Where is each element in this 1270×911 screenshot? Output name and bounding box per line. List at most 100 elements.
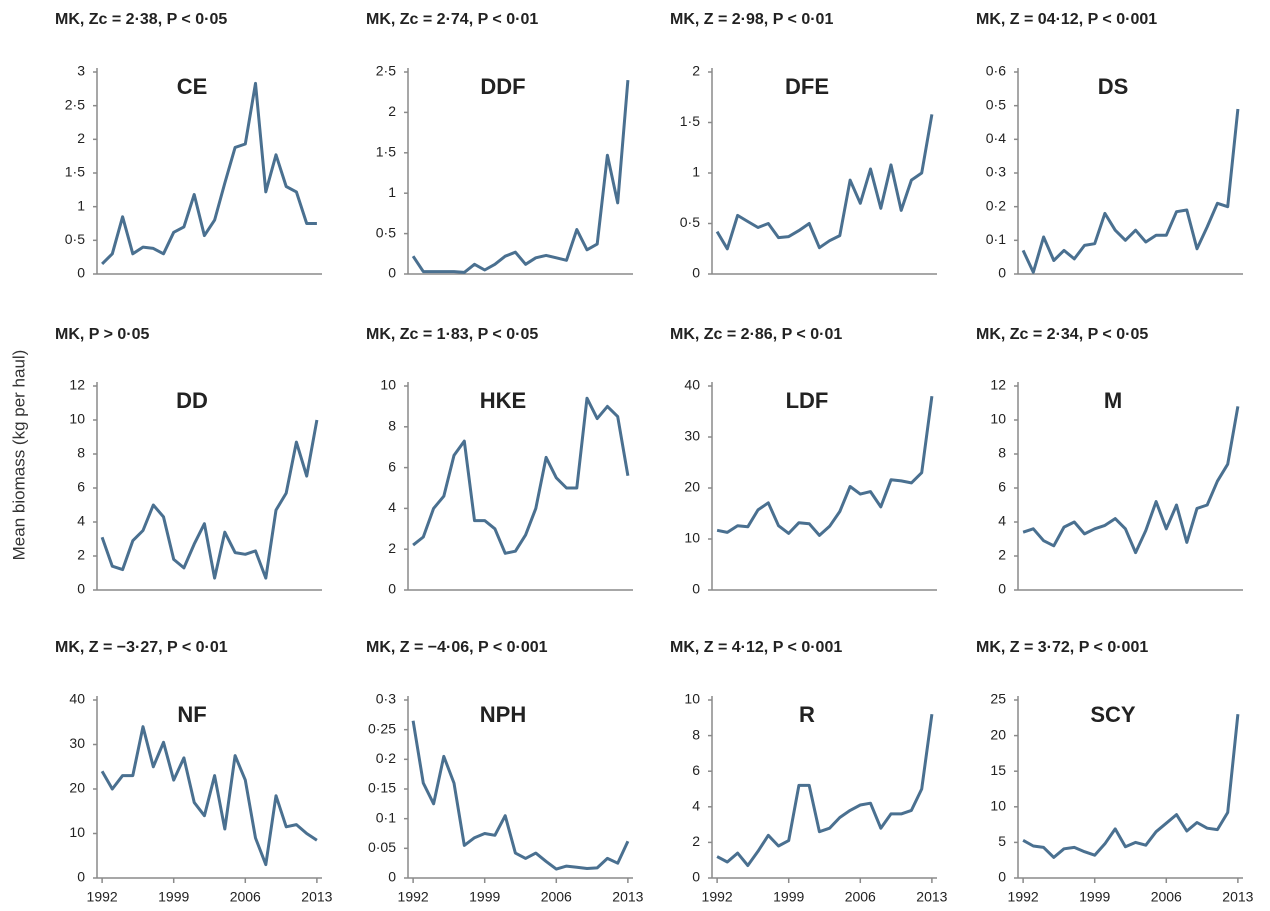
panel-title: DDF <box>480 74 525 99</box>
x-tick-label: 2006 <box>845 889 876 905</box>
y-tick-label: 12 <box>990 377 1006 393</box>
y-tick-label: 6 <box>77 479 85 495</box>
y-tick-label: 20 <box>990 726 1006 742</box>
y-tick-label: 4 <box>388 499 396 515</box>
y-tick-label: 10 <box>684 530 700 546</box>
y-tick-label: 0·1 <box>986 231 1006 247</box>
y-tick-label: 5 <box>998 833 1006 849</box>
y-tick-label: 4 <box>998 513 1006 529</box>
y-tick-label: 10 <box>990 411 1006 427</box>
y-tick-label: 0 <box>998 581 1006 597</box>
y-tick-label: 0 <box>998 869 1006 885</box>
y-tick-label: 10 <box>69 411 85 427</box>
y-tick-label: 2·5 <box>376 63 396 79</box>
y-tick-label: 0·6 <box>986 63 1006 79</box>
y-tick-label: 8 <box>998 445 1006 461</box>
y-tick-label: 1 <box>77 197 85 213</box>
y-tick-label: 0 <box>692 265 700 281</box>
y-tick-label: 0 <box>388 265 396 281</box>
data-line <box>412 396 630 555</box>
y-tick-label: 0·5 <box>986 96 1006 112</box>
panel-statistic: MK, Z = 4·12, P < 0·001 <box>670 639 842 656</box>
x-tick-label: 1992 <box>702 889 733 905</box>
panel-statistic: MK, Zc = 2·34, P < 0·05 <box>976 326 1148 343</box>
y-tick-label: 0 <box>692 581 700 597</box>
y-tick-label: 10 <box>990 798 1006 814</box>
y-tick-label: 0·05 <box>368 839 396 855</box>
x-tick-label: 2013 <box>916 889 947 905</box>
y-tick-label: 0 <box>388 581 396 597</box>
y-tick-label: 4 <box>692 798 700 814</box>
y-tick-label: 0·5 <box>65 231 85 247</box>
y-tick-label: 0·4 <box>986 130 1006 146</box>
x-tick-label: 1992 <box>1008 889 1039 905</box>
y-tick-label: 6 <box>388 458 396 474</box>
y-tick-label: 0 <box>388 869 396 885</box>
y-tick-label: 40 <box>684 377 700 393</box>
y-tick-label: 15 <box>990 762 1006 778</box>
data-line <box>716 396 934 537</box>
panel-statistic: MK, Zc = 2·38, P < 0·05 <box>55 11 227 28</box>
y-tick-label: 0·1 <box>376 809 396 825</box>
y-tick-label: 6 <box>998 479 1006 495</box>
panel-statistic: MK, Zc = 2·86, P < 0·01 <box>670 326 842 343</box>
x-tick-label: 2006 <box>541 889 572 905</box>
x-tick-label: 1999 <box>773 889 804 905</box>
y-tick-label: 3 <box>77 63 85 79</box>
x-tick-label: 1999 <box>1079 889 1110 905</box>
y-tick-label: 8 <box>692 726 700 742</box>
y-tick-label: 2 <box>998 547 1006 563</box>
x-tick-label: 1999 <box>158 889 189 905</box>
x-tick-label: 1999 <box>469 889 500 905</box>
data-line <box>101 81 317 265</box>
x-tick-label: 2013 <box>301 889 332 905</box>
panel-statistic: MK, Z = 2·98, P < 0·01 <box>670 11 833 28</box>
y-tick-label: 0·2 <box>986 197 1006 213</box>
panel-title: NF <box>177 702 206 727</box>
y-tick-label: 2·5 <box>65 96 85 112</box>
data-line <box>411 79 630 274</box>
y-tick-label: 1 <box>388 184 396 200</box>
panel-statistic: MK, Z = −4·06, P < 0·001 <box>366 639 548 656</box>
panel-title: LDF <box>786 388 829 413</box>
data-line <box>411 720 630 871</box>
y-tick-label: 8 <box>77 445 85 461</box>
y-tick-label: 0·25 <box>368 720 396 736</box>
panel-statistic: MK, Z = −3·27, P < 0·01 <box>55 639 228 656</box>
y-tick-label: 0·2 <box>376 750 396 766</box>
panel-statistic: MK, Zc = 1·83, P < 0·05 <box>366 326 538 343</box>
y-tick-label: 2 <box>77 130 85 146</box>
y-tick-label: 0 <box>77 265 85 281</box>
y-axis-label: Mean biomass (kg per haul) <box>9 350 28 561</box>
x-tick-label: 2013 <box>1222 889 1253 905</box>
data-line <box>1022 714 1240 859</box>
y-tick-label: 2 <box>692 833 700 849</box>
y-tick-label: 10 <box>69 824 85 840</box>
y-tick-label: 0·3 <box>986 164 1006 180</box>
y-tick-label: 0 <box>77 581 85 597</box>
y-tick-label: 30 <box>69 735 85 751</box>
panel-title: DS <box>1098 74 1129 99</box>
panel-title: R <box>799 702 815 727</box>
x-tick-label: 2013 <box>612 889 643 905</box>
y-tick-label: 1·5 <box>376 144 396 160</box>
panel-statistic: MK, Zc = 2·74, P < 0·01 <box>366 11 538 28</box>
y-tick-label: 0 <box>692 869 700 885</box>
y-tick-label: 2 <box>388 103 396 119</box>
y-tick-label: 0 <box>998 265 1006 281</box>
y-tick-label: 0·3 <box>376 691 396 707</box>
panel-title: M <box>1104 388 1122 413</box>
y-tick-label: 0·5 <box>680 214 700 230</box>
y-tick-label: 10 <box>380 377 396 393</box>
y-tick-label: 12 <box>69 377 85 393</box>
y-tick-label: 4 <box>77 513 85 529</box>
x-tick-label: 1992 <box>398 889 429 905</box>
panel-title: DFE <box>785 74 829 99</box>
y-tick-label: 40 <box>69 691 85 707</box>
y-tick-label: 10 <box>684 691 700 707</box>
data-line <box>716 713 934 867</box>
y-tick-label: 6 <box>692 762 700 778</box>
data-line <box>1022 406 1240 555</box>
x-tick-label: 2006 <box>230 889 261 905</box>
